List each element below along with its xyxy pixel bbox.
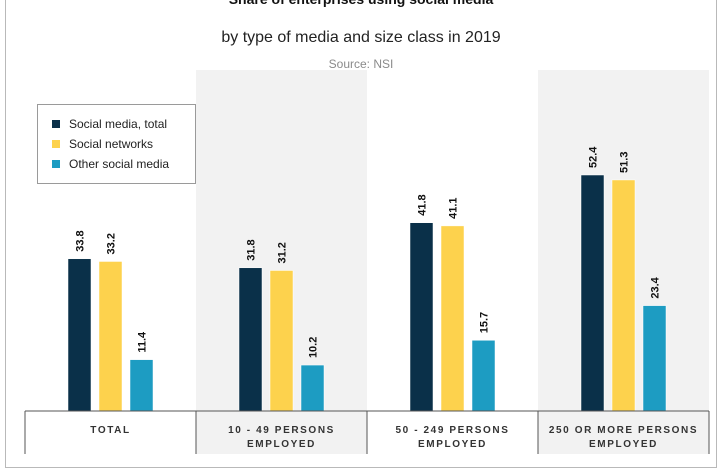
legend: Social media, total Social networks Other … xyxy=(37,104,196,184)
data-label: 31.2 xyxy=(277,242,289,263)
category-label: EMPLOYED xyxy=(589,439,658,450)
bar xyxy=(440,225,465,412)
bar xyxy=(471,340,496,412)
data-label: 41.1 xyxy=(448,197,460,218)
bar xyxy=(409,222,434,412)
chart-source: Source: NSI xyxy=(329,57,394,71)
bar xyxy=(98,261,123,412)
data-label: 41.8 xyxy=(417,194,429,215)
category-label: EMPLOYED xyxy=(418,439,487,450)
bar xyxy=(300,364,325,412)
chart-subtitle: by type of media and size class in 2019 xyxy=(221,29,500,46)
category-label: 50 - 249 PERSONS xyxy=(396,425,510,436)
data-label: 31.8 xyxy=(246,239,258,260)
legend-label: Other social media xyxy=(69,157,170,171)
category-label: EMPLOYED xyxy=(247,439,316,450)
legend-item: Social media, total xyxy=(52,114,195,134)
bar xyxy=(238,267,263,412)
bar xyxy=(269,270,294,412)
data-label: 33.8 xyxy=(75,230,87,251)
chart-title: Share of enterprises using social media xyxy=(229,0,494,7)
category-label: 10 - 49 PERSONS xyxy=(228,425,335,436)
data-label: 23.4 xyxy=(650,276,662,298)
data-label: 11.4 xyxy=(137,331,149,353)
legend-swatch xyxy=(52,120,60,128)
bar xyxy=(580,174,605,412)
category-label: TOTAL xyxy=(90,425,130,436)
data-label: 51.3 xyxy=(619,152,631,173)
legend-item: Social networks xyxy=(52,134,195,154)
data-label: 33.2 xyxy=(106,233,118,254)
data-label: 52.4 xyxy=(588,146,600,168)
legend-swatch xyxy=(52,140,60,148)
data-label: 15.7 xyxy=(479,312,491,333)
legend-item: Other social media xyxy=(52,154,195,174)
legend-label: Social media, total xyxy=(69,117,168,131)
data-label: 10.2 xyxy=(308,337,320,358)
legend-swatch xyxy=(52,160,60,168)
bar xyxy=(129,359,154,412)
bar xyxy=(67,258,92,412)
bar xyxy=(611,179,636,412)
legend-label: Social networks xyxy=(69,137,154,151)
category-label: 250 OR MORE PERSONS xyxy=(549,425,698,436)
chart-area: Share of enterprises using social media b… xyxy=(24,0,710,454)
bar xyxy=(642,305,667,412)
